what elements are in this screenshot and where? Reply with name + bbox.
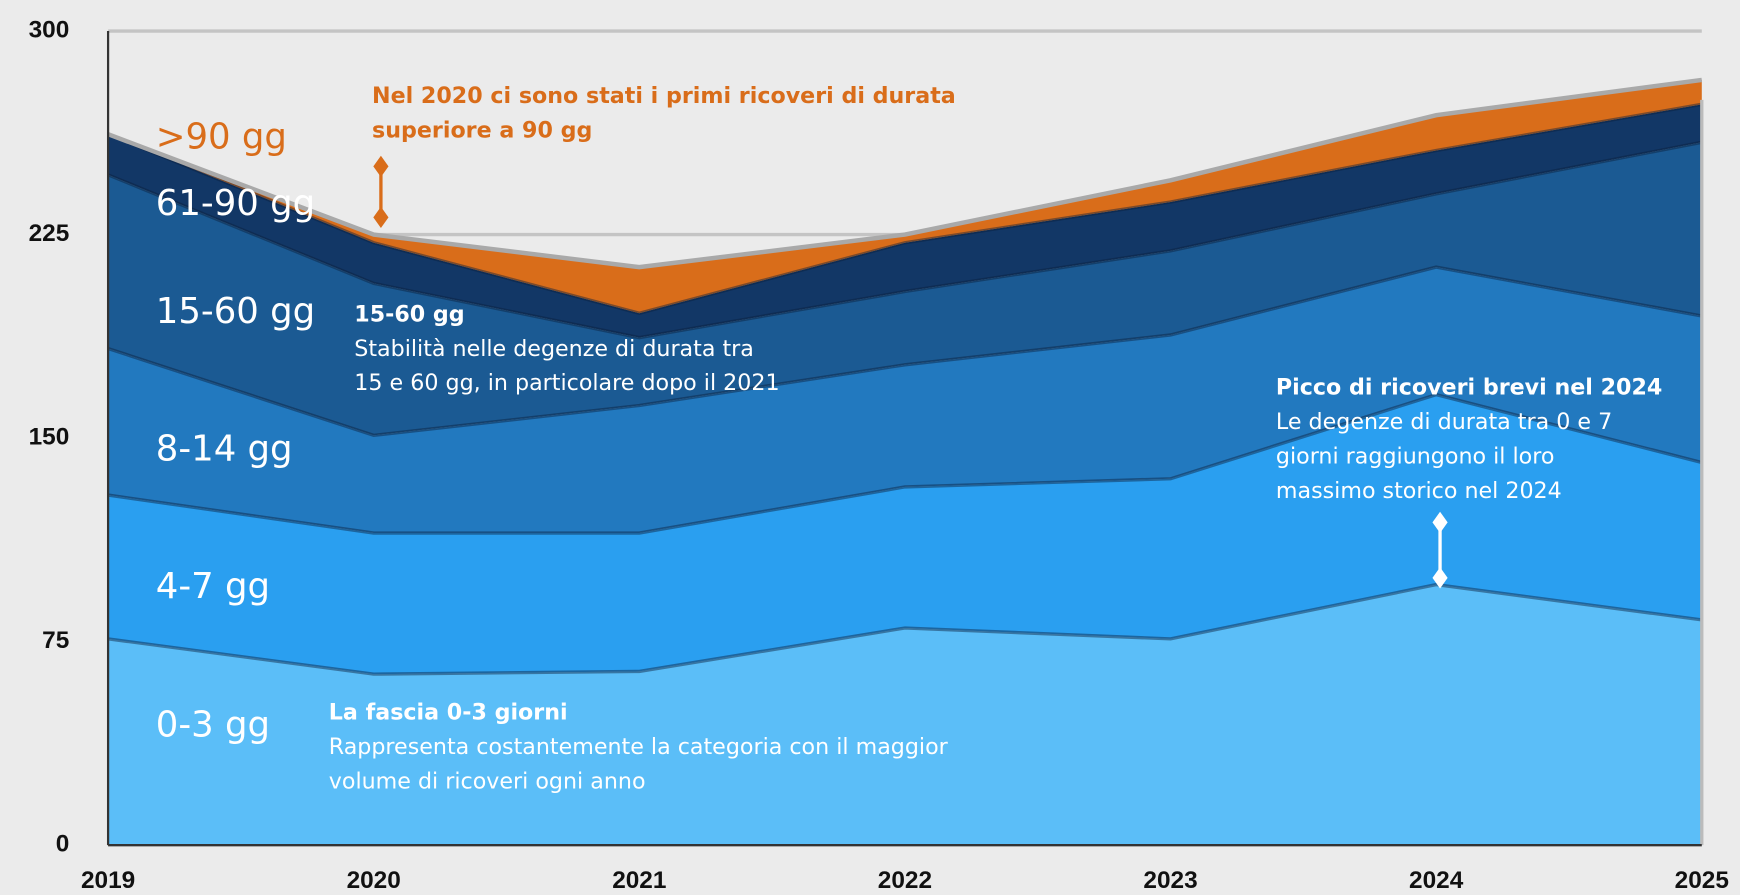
boundary-line xyxy=(107,102,1703,315)
arrow xyxy=(1432,511,1448,589)
x-tick-label: 2024 xyxy=(1409,867,1464,894)
y-tick-label: 0 xyxy=(56,831,70,858)
series-label: 8-14 gg xyxy=(156,428,293,469)
area xyxy=(108,394,1702,675)
annotation-title: Picco di ricoveri brevi nel 2024 xyxy=(1276,375,1662,401)
area xyxy=(108,267,1702,534)
area xyxy=(108,79,1702,314)
series-label: 61-90 gg xyxy=(156,183,315,224)
annotation-text: giorni raggiungono il loro xyxy=(1276,443,1554,469)
area xyxy=(108,584,1702,846)
areas xyxy=(107,77,1703,846)
series-label: >90 gg xyxy=(156,117,287,158)
area xyxy=(108,104,1702,338)
x-tick-label: 2022 xyxy=(878,867,932,894)
annotation-text: Stabilità nelle degenze di durata tra xyxy=(354,336,754,362)
boundary-line xyxy=(107,77,1703,270)
annotation-text: Le degenze di durata tra 0 e 7 xyxy=(1276,409,1612,435)
y-tick-label: 225 xyxy=(29,220,70,247)
annotation-text: superiore a 90 gg xyxy=(372,117,592,143)
area xyxy=(108,142,1702,436)
boundary-line xyxy=(107,582,1703,676)
y-tick-label: 150 xyxy=(29,424,70,451)
x-tick-label: 2019 xyxy=(81,867,135,894)
annotation-title: 15-60 gg xyxy=(354,301,464,327)
annotation-text: 15 e 60 gg, in particolare dopo il 2021 xyxy=(354,370,779,396)
boundary-line xyxy=(107,265,1703,438)
x-tick-label: 2020 xyxy=(347,867,401,894)
annotation-text: volume di ricoveri ogni anno xyxy=(329,768,646,794)
boundary-line xyxy=(107,140,1703,340)
annotation-text: Rappresenta costantemente la categoria c… xyxy=(329,734,949,760)
boundary-line xyxy=(107,392,1703,535)
annotation-title: La fascia 0-3 giorni xyxy=(329,700,568,726)
x-tick-label: 2021 xyxy=(612,867,666,894)
series-label: 4-7 gg xyxy=(156,566,270,607)
arrow xyxy=(373,155,389,228)
y-tick-label: 75 xyxy=(42,627,69,654)
x-tick-label: 2023 xyxy=(1143,867,1197,894)
series-label: 15-60 gg xyxy=(156,291,315,332)
y-tick-label: 300 xyxy=(29,16,70,43)
series-label: 0-3 gg xyxy=(156,704,270,745)
annotation-text: Nel 2020 ci sono stati i primi ricoveri … xyxy=(372,83,956,109)
annotation-text: massimo storico nel 2024 xyxy=(1276,478,1562,504)
x-tick-label: 2025 xyxy=(1675,867,1729,894)
